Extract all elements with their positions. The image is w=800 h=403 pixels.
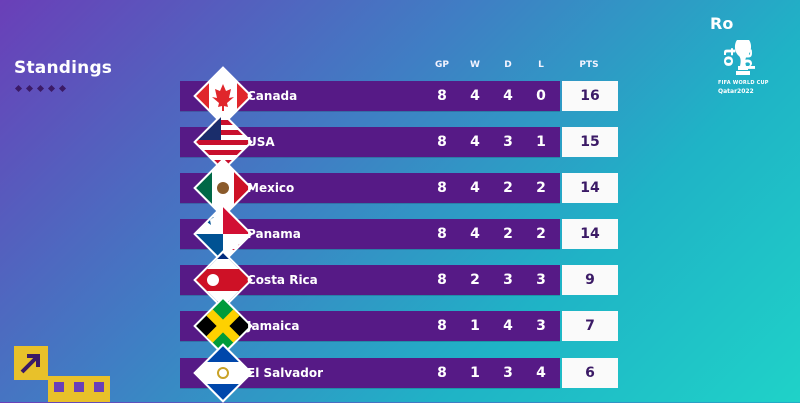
- pts-value: 15: [562, 127, 618, 157]
- gp-value: 8: [437, 318, 447, 334]
- el-salvador-flag-icon: [193, 343, 253, 403]
- l-value: 0: [536, 88, 546, 104]
- d-value: 4: [503, 88, 513, 104]
- column-pts: PTS: [579, 60, 599, 70]
- title-dots-decoration: [14, 84, 67, 93]
- column-d: D: [504, 60, 512, 70]
- page-title: Standings: [14, 58, 113, 78]
- pts-value: 7: [562, 311, 618, 341]
- l-value: 2: [536, 226, 546, 242]
- gp-value: 8: [437, 88, 447, 104]
- w-value: 4: [470, 180, 480, 196]
- team-name: El Salvador: [247, 366, 324, 380]
- team-name: Mexico: [247, 181, 295, 195]
- gp-value: 8: [437, 180, 447, 196]
- logo-text-ro: Ro: [710, 14, 734, 33]
- d-value: 3: [503, 272, 513, 288]
- team-name: Panama: [247, 227, 301, 241]
- d-value: 2: [503, 226, 513, 242]
- team-name: USA: [247, 135, 275, 149]
- d-value: 4: [503, 318, 513, 334]
- w-value: 1: [470, 365, 480, 381]
- table-row[interactable]: Panama 8 4 2 2 14: [180, 204, 618, 264]
- table-row[interactable]: Mexico 8 4 2 2 14: [180, 158, 618, 218]
- l-value: 4: [536, 365, 546, 381]
- pts-value: 16: [562, 81, 618, 111]
- d-value: 3: [503, 134, 513, 150]
- l-value: 1: [536, 134, 546, 150]
- table-row[interactable]: El Salvador 8 1 3 4 6: [180, 343, 618, 403]
- world-cup-trophy-icon: [734, 40, 752, 75]
- table-header: GP W D L PTS: [0, 60, 800, 74]
- gp-value: 8: [437, 134, 447, 150]
- table-row[interactable]: Costa Rica 8 2 3 3 9: [180, 250, 618, 310]
- w-value: 4: [470, 134, 480, 150]
- logo-cup-line2: Qatar2022: [718, 88, 754, 95]
- column-w: W: [470, 60, 480, 70]
- table-row[interactable]: Jamaica 8 1 4 3 7: [180, 296, 618, 356]
- pattern-decoration: [48, 376, 110, 402]
- team-name: Costa Rica: [247, 273, 318, 287]
- pts-value: 6: [562, 358, 618, 388]
- column-gp: GP: [435, 60, 449, 70]
- pts-value: 14: [562, 173, 618, 203]
- table-row[interactable]: USA 8 4 3 1 15: [180, 112, 618, 172]
- arrow-up-right-icon: [14, 346, 48, 380]
- pts-value: 14: [562, 219, 618, 249]
- gp-value: 8: [437, 226, 447, 242]
- column-l: L: [538, 60, 544, 70]
- l-value: 3: [536, 272, 546, 288]
- gp-value: 8: [437, 365, 447, 381]
- w-value: 2: [470, 272, 480, 288]
- team-name: Jamaica: [247, 319, 300, 333]
- logo-cup-line1: FIFA WORLD CUP: [718, 80, 769, 86]
- d-value: 3: [503, 365, 513, 381]
- team-name: Canada: [247, 89, 298, 103]
- l-value: 3: [536, 318, 546, 334]
- road-to-qatar-logo: Ro ad to FIFA WORLD CUP Qatar2022: [700, 14, 780, 104]
- d-value: 2: [503, 180, 513, 196]
- gp-value: 8: [437, 272, 447, 288]
- w-value: 4: [470, 226, 480, 242]
- l-value: 2: [536, 180, 546, 196]
- w-value: 4: [470, 88, 480, 104]
- table-row[interactable]: Canada 8 4 4 0 16: [180, 66, 618, 126]
- pts-value: 9: [562, 265, 618, 295]
- w-value: 1: [470, 318, 480, 334]
